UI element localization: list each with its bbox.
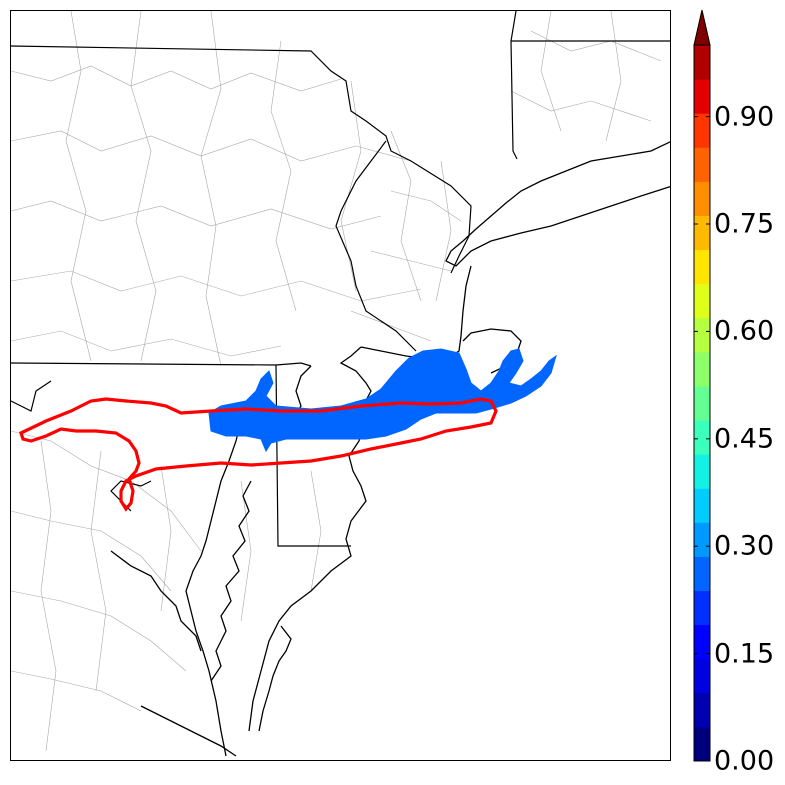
probability-fill-area: [208, 348, 557, 453]
map-canvas: [11, 11, 670, 757]
county-borders: [11, 11, 662, 752]
map-panel: [10, 10, 671, 761]
colorbar-segment: [694, 45, 710, 80]
colorbar-tick-label: 0.60: [714, 315, 775, 347]
colorbar-segment: [694, 488, 710, 523]
colorbar-segment: [694, 556, 710, 592]
colorbar-extend-arrow: [693, 9, 711, 46]
colorbar-segment: [694, 692, 710, 728]
colorbar-segment: [694, 351, 710, 387]
colorbar-segment: [694, 181, 710, 216]
colorbar-segment: [694, 454, 710, 489]
colorbar-segment: [694, 317, 710, 353]
colorbar-segment: [694, 658, 710, 694]
colorbar-outline: [693, 44, 711, 762]
colorbar-segments: [694, 45, 710, 762]
colorbar-tick-label: 0.30: [714, 530, 775, 562]
colorbar-segment: [694, 624, 710, 660]
colorbar-segment: [694, 522, 710, 557]
colorbar-tick-label: 0.00: [714, 745, 775, 777]
colorbar-tick-label: 0.15: [714, 638, 775, 670]
colorbar-segment: [694, 79, 710, 114]
contour-line: [19, 397, 498, 512]
colorbar-tick-label: 0.90: [714, 101, 775, 133]
colorbar-segment: [694, 385, 710, 421]
colorbar-segment: [694, 590, 710, 626]
colorbar-tick-label: 0.75: [714, 208, 775, 240]
coastline: [110, 141, 670, 757]
colorbar-ticks: [694, 116, 710, 762]
colorbar-segment: [694, 420, 710, 455]
colorbar-segment: [694, 726, 710, 762]
colorbar-segment: [694, 147, 710, 182]
colorbar-segment: [694, 283, 710, 319]
colorbar-segment: [694, 249, 710, 285]
colorbar-segment: [694, 113, 710, 148]
colorbar-tick-label: 0.45: [714, 423, 775, 455]
colorbar-segment: [694, 215, 710, 251]
